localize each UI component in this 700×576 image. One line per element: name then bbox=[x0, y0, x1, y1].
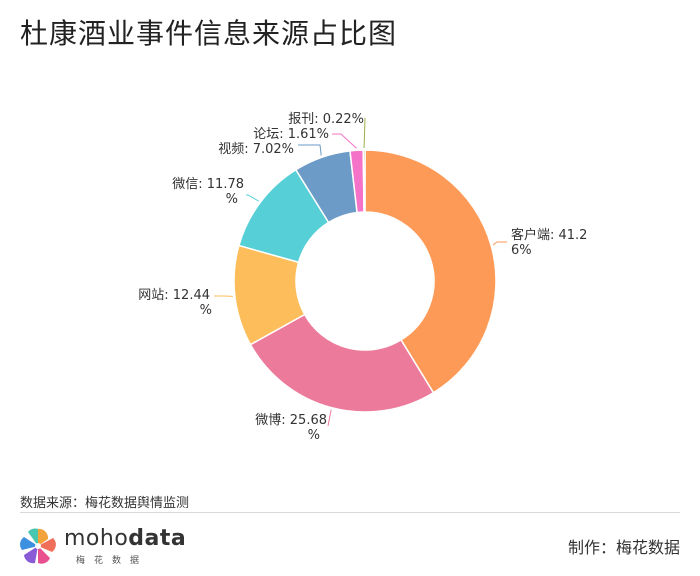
logo-wordmark: mohodata bbox=[64, 526, 187, 551]
slice-label-网站: 网站: 12.44% bbox=[138, 288, 212, 318]
leader-line-视频 bbox=[298, 144, 322, 156]
leader-line-报刊 bbox=[363, 117, 366, 149]
maker-credit: 制作：梅花数据 bbox=[567, 538, 680, 557]
leader-line-论坛 bbox=[332, 133, 357, 149]
pinwheel-logo-icon bbox=[20, 528, 56, 564]
logo-subtitle: 梅花数据 bbox=[76, 556, 149, 566]
pie-slices bbox=[233, 149, 497, 413]
slice-label-报刊: 报刊: 0.22% bbox=[288, 112, 364, 127]
slice-label-line: % bbox=[226, 192, 238, 207]
slice-labels: 客户端: 41.2 6%微博: 25.68 %网站: 12.44 %微信: 11.78… bbox=[138, 112, 587, 443]
slice-label-line: 视频: 7.02% bbox=[218, 142, 294, 157]
chart-title: 杜康酒业事件信息来源占比图 bbox=[20, 17, 398, 50]
leader-line-微博 bbox=[327, 409, 332, 427]
slice-label-line: 报刊: 0.22% bbox=[288, 112, 364, 127]
donut-chart: 客户端: 41.2 6%微博: 25.68 %网站: 12.44 %微信: 11.78… bbox=[138, 112, 587, 443]
slice-label-微信: 微信: 11.78% bbox=[172, 177, 244, 207]
footer-divider bbox=[20, 512, 680, 513]
slice-label-line: 网站: 12.44 bbox=[138, 288, 210, 303]
slice-label-line: % bbox=[200, 303, 212, 318]
leader-line-客户端 bbox=[492, 241, 507, 246]
slice-label-line: 客户端: 41.2 bbox=[511, 227, 587, 243]
mohodata-logo: mohodata 梅花数据 bbox=[18, 524, 198, 568]
slice-label-视频: 视频: 7.02% bbox=[218, 142, 294, 157]
pie-slice-客户端 bbox=[364, 149, 497, 394]
slice-label-微博: 微博: 25.68% bbox=[255, 413, 327, 443]
leader-lines bbox=[214, 117, 507, 427]
slice-label-line: 6% bbox=[511, 243, 532, 258]
slice-label-line: 微博: 25.68 bbox=[255, 413, 327, 428]
pie-slice-微博 bbox=[249, 313, 435, 413]
slice-label-line: % bbox=[308, 428, 320, 443]
slice-label-line: 微信: 11.78 bbox=[172, 177, 244, 192]
slice-label-客户端: 客户端: 41.2 6% bbox=[511, 227, 587, 258]
slice-label-论坛: 论坛: 1.61% bbox=[253, 127, 329, 142]
pie-slice-报刊 bbox=[362, 149, 366, 213]
data-source-note: 数据来源：梅花数据舆情监测 bbox=[20, 496, 190, 511]
leader-line-微信 bbox=[246, 194, 259, 202]
slice-label-line: 论坛: 1.61% bbox=[253, 127, 329, 142]
